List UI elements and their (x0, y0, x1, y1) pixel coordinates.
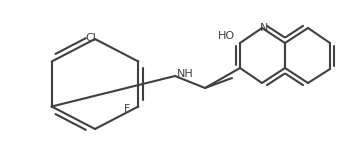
Text: HO: HO (218, 31, 235, 41)
Text: Cl: Cl (86, 33, 96, 43)
Text: N: N (260, 23, 268, 33)
Text: F: F (124, 103, 130, 114)
Text: NH: NH (177, 69, 194, 79)
